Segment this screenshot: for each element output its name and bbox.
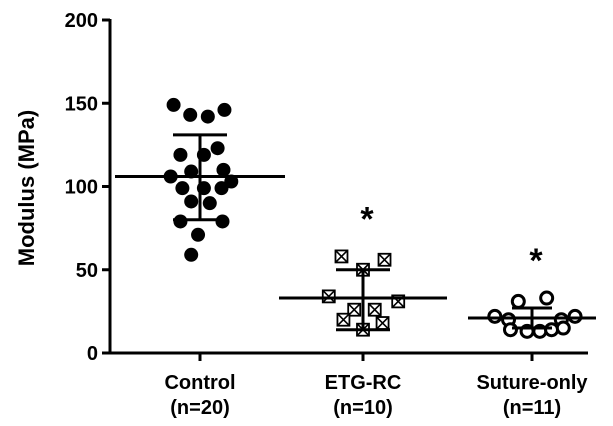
significance-star: * <box>360 200 374 238</box>
data-point <box>184 247 199 262</box>
point-cross <box>368 303 382 317</box>
y-axis-label: Modulus (MPa) <box>14 110 39 266</box>
point-cross <box>334 249 349 263</box>
data-point <box>510 293 526 309</box>
data-point <box>555 320 571 336</box>
data-point <box>334 249 349 264</box>
data-point <box>175 181 190 196</box>
group-etg-rc: * <box>279 200 447 337</box>
data-point <box>347 302 362 317</box>
data-point <box>544 322 560 338</box>
data-point <box>191 227 206 242</box>
group-control <box>115 97 285 262</box>
point-cross <box>322 289 336 303</box>
data-point <box>166 97 181 112</box>
data-point <box>367 302 382 317</box>
data-point <box>336 312 351 327</box>
category-count: (n=10) <box>333 397 392 419</box>
data-point <box>215 214 230 229</box>
data-point <box>567 308 583 324</box>
y-tick-label: 100 <box>65 177 98 199</box>
data-point <box>183 107 198 122</box>
category-labels: Control (n=20) ETG-RC (n=10) Suture-only (n=1… <box>164 372 588 419</box>
data-point <box>502 322 518 338</box>
data-point <box>200 109 215 124</box>
data-point <box>202 196 217 211</box>
data-point <box>539 290 555 306</box>
plot-area: ** <box>115 97 596 339</box>
category-label: ETG-RC <box>325 372 402 394</box>
data-point <box>377 252 392 267</box>
data-point <box>184 194 199 209</box>
data-point <box>217 102 232 117</box>
data-point <box>173 147 188 162</box>
point-cross <box>336 313 351 327</box>
data-point <box>375 316 390 330</box>
data-point <box>216 162 231 177</box>
category-label: Suture-only <box>476 372 588 394</box>
data-point <box>173 214 188 229</box>
significance-star: * <box>529 242 543 280</box>
category-count: (n=11) <box>503 397 561 419</box>
y-tick-label: 200 <box>65 10 98 32</box>
point-cross <box>377 253 392 267</box>
category-label: Control <box>164 372 235 394</box>
group-suture-only: * <box>468 242 596 339</box>
y-tick-label: 150 <box>65 93 98 115</box>
data-point <box>214 181 229 196</box>
data-point <box>487 308 503 324</box>
point-cross <box>375 316 390 330</box>
y-tick-label: 0 <box>87 343 98 365</box>
y-tick-label: 50 <box>76 260 98 282</box>
axes: 0 50 100 150 200 <box>65 10 588 365</box>
data-point <box>210 141 225 156</box>
category-count: (n=20) <box>170 397 229 419</box>
data-point <box>321 289 336 304</box>
